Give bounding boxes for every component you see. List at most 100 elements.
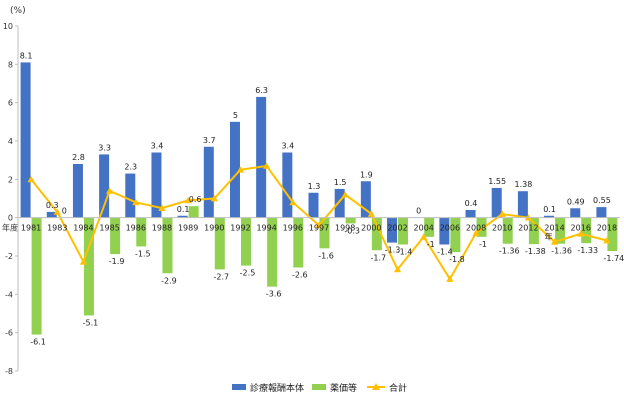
- data-label-yakka: -1: [427, 240, 435, 249]
- x-tick-label: 2002: [387, 224, 407, 233]
- bar-shinryo-2016: [570, 208, 580, 217]
- x-tick-label: 2012: [518, 224, 538, 233]
- bar-yakka-1981: [32, 218, 42, 335]
- bar-yakka-1998: [346, 218, 356, 224]
- x-tick-label: 1986: [126, 224, 146, 233]
- y-tick-label: -4: [5, 290, 13, 299]
- data-label-shinryo: 0.4: [465, 199, 478, 208]
- x-tick-label: 2000: [361, 224, 381, 233]
- bar-shinryo-2008: [466, 210, 476, 218]
- data-label-yakka: -1.4: [397, 248, 413, 257]
- data-label-yakka: -5.1: [83, 318, 99, 327]
- data-label-yakka: -1.7: [371, 253, 387, 262]
- bar-shinryo-2012: [518, 191, 528, 217]
- y-tick-label: 10: [3, 22, 13, 31]
- y-tick-label: 8: [8, 60, 13, 69]
- data-label-yakka: -2.6: [292, 271, 308, 280]
- x-tick-label: 2016: [571, 224, 591, 233]
- bar-shinryo-1996: [282, 153, 292, 218]
- y-tick-label: 2: [8, 175, 13, 184]
- x-tick-label: 1984: [73, 224, 93, 233]
- x-tick-label: 1997: [309, 224, 329, 233]
- bar-yakka-2018: [607, 218, 617, 251]
- data-label-yakka: -1.38: [525, 247, 546, 256]
- x-tick-label: 2018: [597, 224, 617, 233]
- data-label-yakka: -1.9: [109, 257, 125, 266]
- x-tick-label: 2006: [440, 224, 460, 233]
- data-label-shinryo: 3.4: [281, 142, 294, 151]
- data-label-yakka: -1.74: [604, 254, 624, 263]
- data-label-yakka: -1: [479, 240, 487, 249]
- legend-label-gokei: 合計: [389, 382, 407, 394]
- data-label-yakka: -1.36: [499, 247, 520, 256]
- data-label-shinryo: 3.7: [203, 136, 216, 145]
- legend-label-shinryo: 診療報酬本体: [250, 382, 304, 394]
- bar-shinryo-1997: [309, 193, 319, 218]
- unit-label: (%): [10, 6, 26, 16]
- data-label-shinryo: 8.1: [20, 51, 33, 60]
- y-axis: -8 -6 -4 -2 0 2 4 6 8 10: [3, 22, 18, 376]
- legend-swatch-shinryo: [232, 384, 246, 390]
- data-label-yakka: -1.8: [449, 255, 465, 264]
- data-label-shinryo: 0.49: [567, 197, 585, 206]
- legend-swatch-yakka: [312, 384, 326, 390]
- data-label-shinryo: 3.4: [151, 142, 164, 151]
- data-label-yakka: -1.36: [551, 247, 572, 256]
- x-tick-label: 2008: [466, 224, 486, 233]
- data-label-shinryo: 3.3: [98, 143, 111, 152]
- bar-shinryo-1994: [256, 97, 266, 218]
- y-tick-label: -8: [5, 367, 13, 376]
- data-label-yakka: -2.5: [240, 269, 256, 278]
- data-label-shinryo: 1.3: [308, 182, 321, 191]
- x-tick-label: 1994: [256, 224, 276, 233]
- x-tick-label: 2004: [414, 224, 434, 233]
- year-suffix-label: 年: [545, 232, 553, 242]
- data-label-shinryo: 1.5: [334, 178, 347, 187]
- data-label-shinryo: 0.55: [593, 196, 611, 205]
- data-labels-layer: 8.1-6.10.302.8-5.13.3-1.92.3-1.53.4-2.90…: [20, 51, 624, 346]
- bar-shinryo-2010: [492, 188, 502, 218]
- y-tick-label: 4: [8, 137, 13, 146]
- data-label-shinryo: 0.1: [177, 205, 190, 214]
- x-tick-label: 1990: [204, 224, 224, 233]
- bar-shinryo-1992: [230, 122, 240, 218]
- bar-shinryo-1984: [73, 164, 83, 218]
- data-label-yakka: 0.6: [189, 195, 202, 204]
- data-label-shinryo: 2.8: [72, 153, 85, 162]
- data-label-shinryo: 2.3: [124, 163, 137, 172]
- y-tick-label: 0: [8, 214, 13, 223]
- bar-shinryo-1990: [204, 147, 214, 218]
- y-tick-label: 6: [8, 99, 13, 108]
- legend: 診療報酬本体薬価等合計: [232, 382, 407, 394]
- x-tick-label: 2014: [544, 224, 564, 233]
- x-tick-label: 1996: [283, 224, 303, 233]
- data-label-yakka: -1.6: [318, 251, 334, 260]
- bar-shinryo-1986: [125, 174, 135, 218]
- data-label-shinryo: 1.55: [488, 177, 506, 186]
- y-tick-label: -6: [5, 329, 13, 338]
- data-label-yakka: -2.9: [161, 276, 177, 285]
- data-label-yakka: -2.7: [213, 272, 229, 281]
- x-tick-label: 1981: [21, 224, 41, 233]
- data-label-yakka: 0: [62, 207, 67, 216]
- x-tick-label: 1998: [335, 224, 355, 233]
- x-tick-label: 1983: [47, 224, 67, 233]
- data-label-shinryo: 1.38: [514, 180, 532, 189]
- data-label-yakka: -3.6: [266, 290, 282, 299]
- bar-shinryo-1998: [335, 189, 345, 218]
- x-tick-label: 1988: [152, 224, 172, 233]
- x-tick-label: 1985: [99, 224, 119, 233]
- bar-shinryo-1981: [21, 62, 31, 217]
- data-label-shinryo: 1.9: [360, 170, 373, 179]
- x-tick-label: 2010: [492, 224, 512, 233]
- year-axis-label: 年度: [2, 223, 18, 233]
- data-label-shinryo: 0.1: [543, 205, 556, 214]
- data-label-shinryo: 6.3: [255, 86, 268, 95]
- bar-yakka-1989: [189, 206, 199, 218]
- bars-layer: [21, 62, 618, 334]
- bar-shinryo-2018: [596, 207, 606, 218]
- y-tick-label: -2: [5, 252, 13, 261]
- data-label-yakka: -6.1: [30, 338, 46, 347]
